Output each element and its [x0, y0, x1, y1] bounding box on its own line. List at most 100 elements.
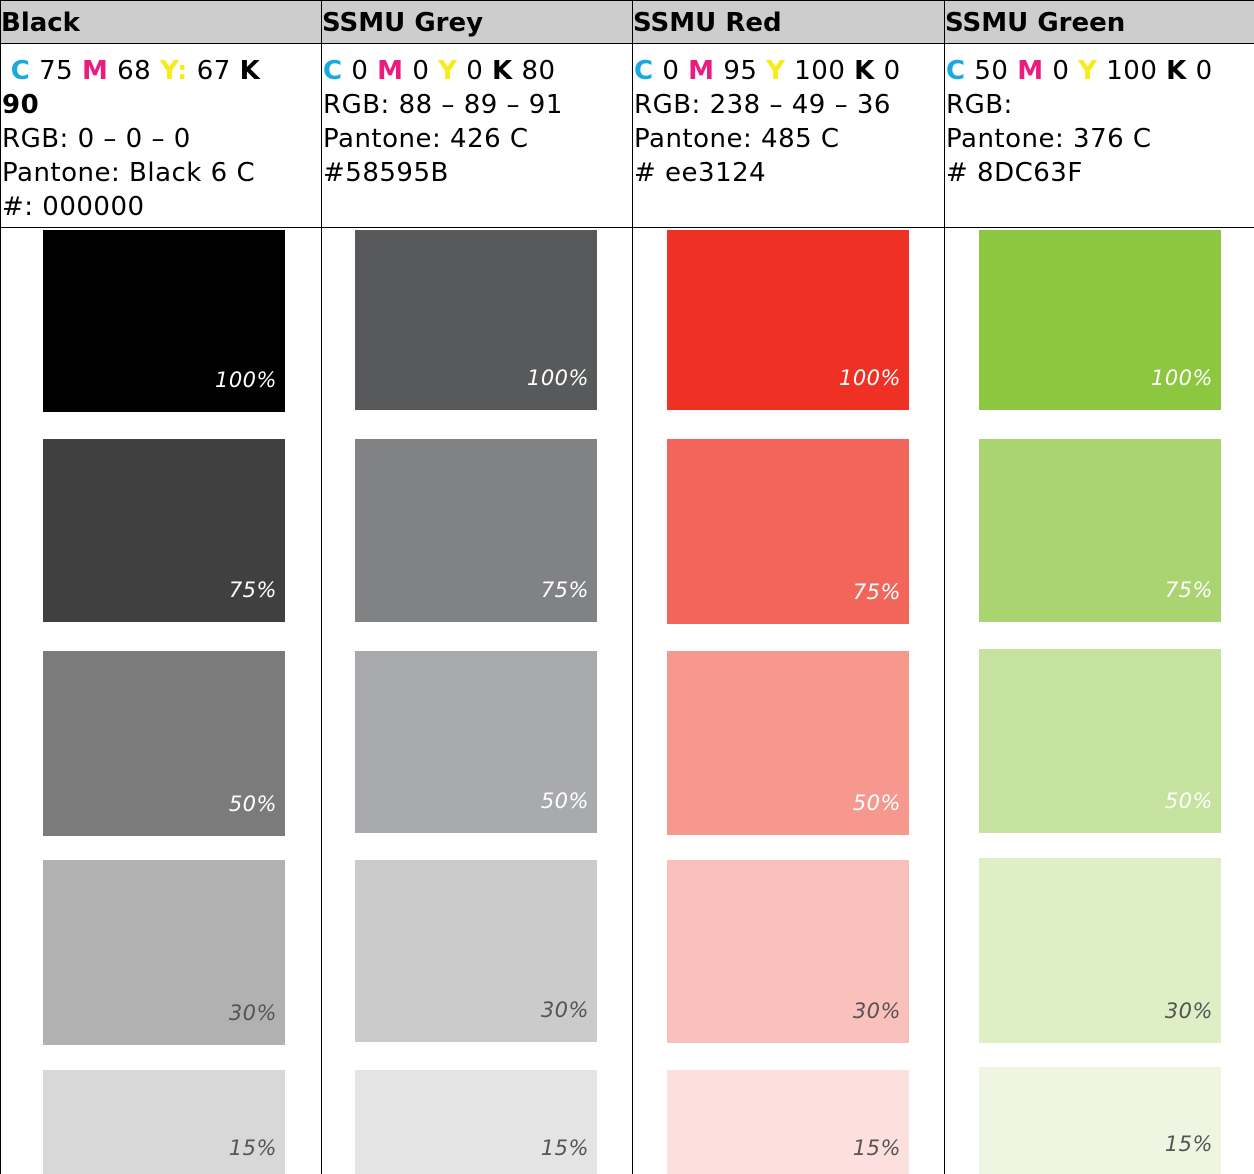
- cmyk-k-value: 0: [1195, 56, 1213, 86]
- swatch-label: 75%: [228, 578, 277, 602]
- rgb-line: RGB: 88 – 89 – 91: [323, 90, 563, 120]
- swatch-30: 30%: [43, 860, 285, 1045]
- cmyk-line: C 0 M 95 Y 100 K 0: [634, 54, 901, 88]
- column-title: SSMU Green: [945, 8, 1126, 38]
- grid-line: [944, 0, 945, 1174]
- cmyk-y-label: Y: [766, 56, 786, 86]
- cmyk-c-value: 50: [974, 56, 1009, 86]
- cmyk-k-label: K: [854, 56, 875, 86]
- pantone-line: Pantone: 376 C: [946, 124, 1152, 154]
- hex-line: #58595B: [323, 158, 449, 188]
- swatch-label: 30%: [228, 1001, 277, 1025]
- cmyk-line: C 75 M 68 Y: 67 K: [2, 54, 260, 88]
- grid-line: [632, 0, 633, 1174]
- swatch-label: 50%: [228, 792, 277, 816]
- cmyk-m-label: M: [1017, 56, 1044, 86]
- cmyk-c-value: 0: [662, 56, 680, 86]
- column-title: SSMU Red: [633, 8, 782, 38]
- swatch-label: 75%: [1164, 578, 1213, 602]
- color-specs: C 75 M 68 Y: 67 K 90 RGB: 0 – 0 – 0 Pant…: [0, 44, 321, 228]
- swatch-100: 100%: [979, 230, 1221, 410]
- color-column-black: Black C 75 M 68 Y: 67 K 90 RGB: 0 – 0 – …: [0, 0, 321, 1174]
- column-header: SSMU Green: [944, 0, 1254, 44]
- cmyk-y-value: 100: [1106, 56, 1158, 86]
- cmyk-c-value: 0: [351, 56, 369, 86]
- swatch-100: 100%: [355, 230, 597, 410]
- swatch-label: 15%: [1164, 1132, 1213, 1156]
- grid-line: [321, 0, 322, 1174]
- swatch-75: 75%: [667, 439, 909, 624]
- cmyk-m-label: M: [377, 56, 404, 86]
- cmyk-line: C 50 M 0 Y 100 K 0: [946, 54, 1213, 88]
- swatch-75: 75%: [979, 439, 1221, 622]
- cmyk-y-label: Y: [1078, 56, 1098, 86]
- column-title: Black: [1, 8, 80, 38]
- cmyk-line: C 0 M 0 Y 0 K 80: [323, 54, 556, 88]
- swatch-30: 30%: [667, 860, 909, 1043]
- cmyk-k-label: K: [492, 56, 513, 86]
- column-header: Black: [0, 0, 321, 44]
- swatch-15: 15%: [355, 1070, 597, 1174]
- column-title: SSMU Grey: [322, 8, 484, 38]
- swatch-30: 30%: [355, 860, 597, 1042]
- hex-line: #: 000000: [2, 192, 145, 222]
- color-specs: C 0 M 95 Y 100 K 0 RGB: 238 – 49 – 36 Pa…: [632, 44, 944, 228]
- swatch-50: 50%: [43, 651, 285, 836]
- color-column-ssmu-red: SSMU Red C 0 M 95 Y 100 K 0 RGB: 238 – 4…: [632, 0, 944, 1174]
- swatch-label: 50%: [1164, 789, 1213, 813]
- swatch-75: 75%: [355, 439, 597, 622]
- cmyk-m-label: M: [688, 56, 715, 86]
- cmyk-k-label: K: [1166, 56, 1187, 86]
- swatch-label: 100%: [214, 368, 277, 392]
- swatch-50: 50%: [979, 649, 1221, 833]
- swatch-label: 75%: [540, 578, 589, 602]
- swatch-label: 100%: [526, 366, 589, 390]
- swatch-15: 15%: [43, 1070, 285, 1174]
- column-header: SSMU Red: [632, 0, 944, 44]
- cmyk-k-value: 0: [883, 56, 901, 86]
- cmyk-m-label: M: [81, 56, 109, 86]
- swatch-label: 30%: [852, 999, 901, 1023]
- swatch-30: 30%: [979, 858, 1221, 1043]
- swatch-label: 15%: [852, 1136, 901, 1160]
- swatch-50: 50%: [355, 651, 597, 833]
- color-specs: C 0 M 0 Y 0 K 80 RGB: 88 – 89 – 91 Panto…: [321, 44, 632, 228]
- grid-line: [0, 0, 1, 1174]
- cmyk-y-value: 67: [196, 56, 231, 86]
- cmyk-c-label: C: [10, 56, 31, 86]
- swatch-label: 30%: [540, 998, 589, 1022]
- cmyk-y-label: Y: [438, 56, 458, 86]
- cmyk-m-value: 68: [117, 56, 152, 86]
- cmyk-k-value: 90: [2, 90, 40, 120]
- cmyk-m-value: 0: [412, 56, 430, 86]
- cmyk-c-label: C: [634, 56, 654, 86]
- hex-line: # 8DC63F: [946, 158, 1083, 188]
- swatch-label: 50%: [540, 789, 589, 813]
- cmyk-k-value: 80: [521, 56, 556, 86]
- swatch-15: 15%: [667, 1070, 909, 1174]
- swatch-label: 30%: [1164, 999, 1213, 1023]
- swatch-15: 15%: [979, 1067, 1221, 1174]
- hex-line: # ee3124: [634, 158, 767, 188]
- swatch-label: 50%: [852, 791, 901, 815]
- cmyk-m-value: 95: [723, 56, 758, 86]
- column-header: SSMU Grey: [321, 0, 632, 44]
- rgb-line: RGB:: [946, 90, 1013, 120]
- swatch-label: 15%: [540, 1136, 589, 1160]
- swatch-label: 75%: [852, 580, 901, 604]
- cmyk-k-label: K: [239, 56, 261, 86]
- color-column-ssmu-green: SSMU Green C 50 M 0 Y 100 K 0 RGB: Panto…: [944, 0, 1254, 1174]
- cmyk-y-value: 100: [794, 56, 846, 86]
- color-column-ssmu-grey: SSMU Grey C 0 M 0 Y 0 K 80 RGB: 88 – 89 …: [321, 0, 632, 1174]
- cmyk-m-value: 0: [1052, 56, 1070, 86]
- cmyk-y-label: Y:: [159, 56, 188, 86]
- swatch-label: 100%: [838, 366, 901, 390]
- cmyk-c-value: 75: [39, 56, 74, 86]
- cmyk-y-value: 0: [466, 56, 484, 86]
- swatch-label: 15%: [228, 1136, 277, 1160]
- pantone-line: Pantone: 426 C: [323, 124, 529, 154]
- pantone-line: Pantone: Black 6 C: [2, 158, 256, 188]
- swatch-50: 50%: [667, 651, 909, 835]
- swatch-75: 75%: [43, 439, 285, 622]
